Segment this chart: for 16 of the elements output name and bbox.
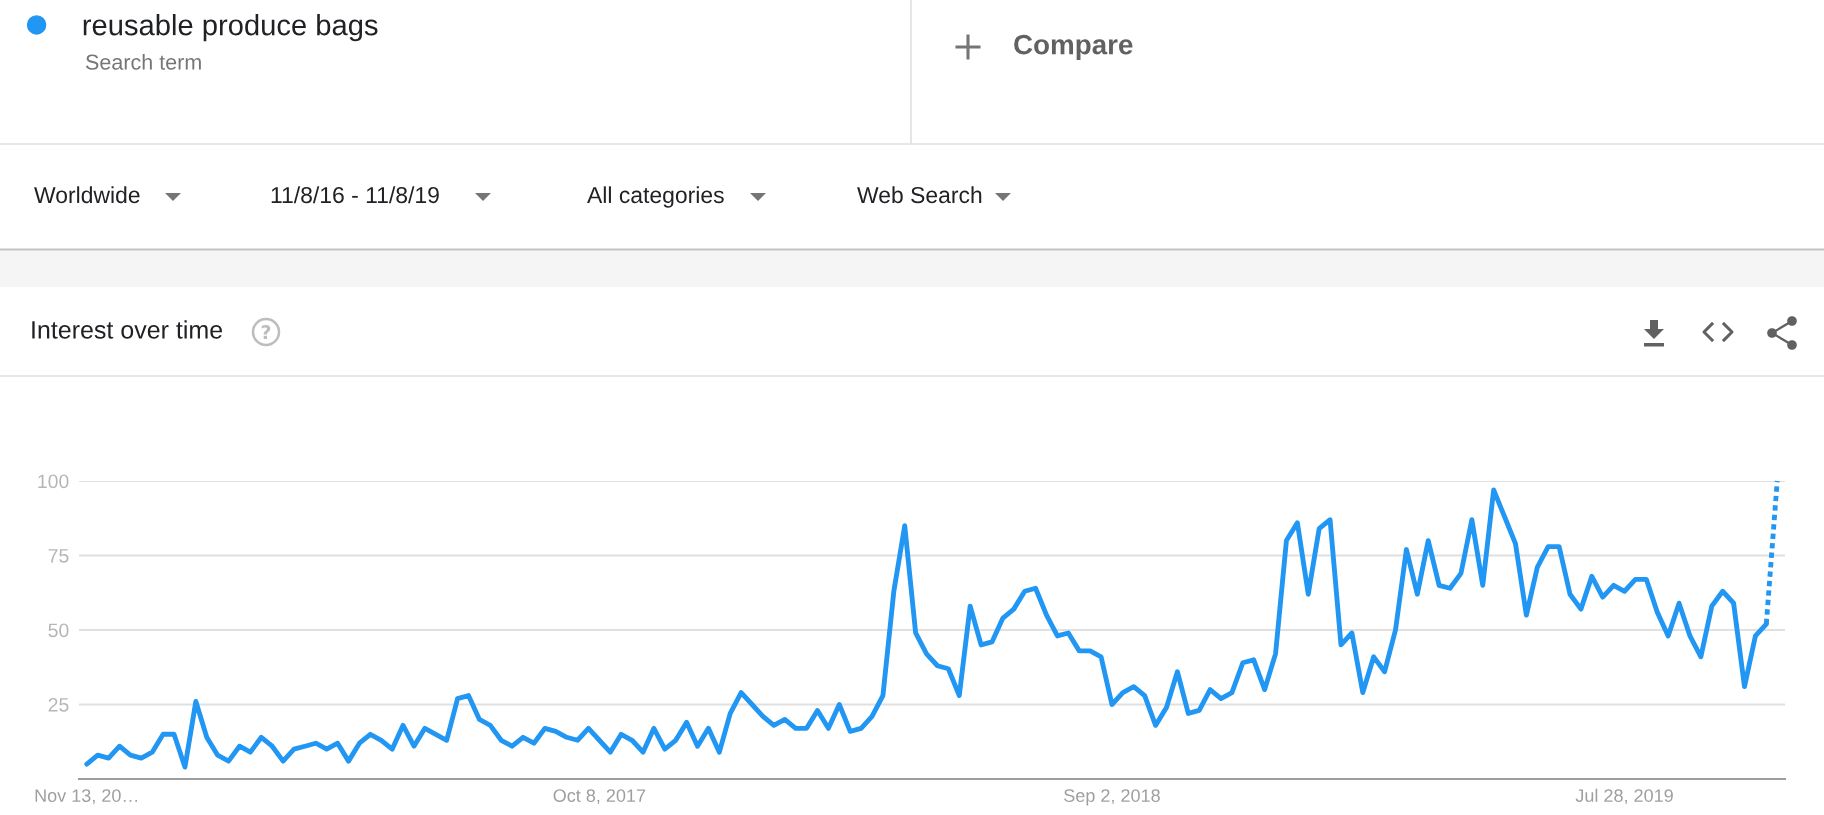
y-tick-label: 50 [48,623,69,638]
text: Compare [1014,34,1133,60]
text: Web Search [857,186,982,204]
x-tick-label: Jul 28, 2019 [1575,788,1673,805]
y-tick-label: 100 [38,474,69,489]
text: Worldwide [34,186,140,204]
text: 11/8/16 - 11/8/19 [271,186,439,204]
text: All categories [587,186,724,208]
y-tick-label: 25 [48,697,69,712]
x-tick-label: Oct 8, 2017 [553,789,646,805]
text: Search term [85,53,201,70]
x-tick-label: Nov 13, 20… [35,789,138,805]
legend-label: reusable produce bags [83,14,378,42]
x-tick-label: Sep 2, 2018 [1064,789,1160,806]
y-tick-label: 75 [48,549,69,563]
chart-title: Interest over time [32,320,223,339]
